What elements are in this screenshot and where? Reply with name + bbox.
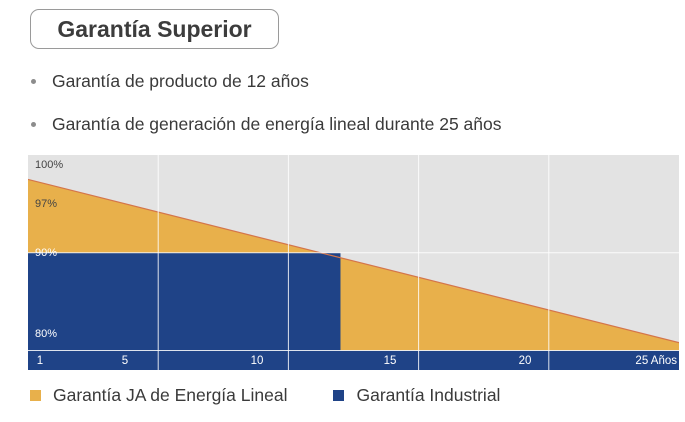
bullet-text: Garantía de producto de 12 años — [52, 71, 309, 91]
legend-swatch-industrial — [333, 390, 345, 401]
legend-label-linear: Garantía JA de Energía Lineal — [53, 385, 288, 405]
x-tick-label: 10 — [251, 355, 264, 367]
legend-label-industrial: Garantía Industrial — [356, 385, 501, 405]
x-tick-label: 15 — [384, 355, 397, 367]
x-tick-label: 25 Años — [635, 355, 677, 367]
y-tick-label: 80% — [35, 328, 57, 340]
bullet-text: Garantía de generación de energía lineal… — [52, 114, 502, 134]
x-tick-label: 5 — [122, 355, 128, 367]
y-tick-label: 90% — [35, 247, 57, 259]
page-title: Garantía Superior — [30, 9, 279, 49]
y-tick-label: 100% — [35, 159, 63, 171]
bullet-item: Garantía de generación de energía lineal… — [30, 109, 502, 139]
bullet-list: Garantía de producto de 12 años Garantía… — [30, 66, 502, 152]
bullet-item: Garantía de producto de 12 años — [30, 66, 502, 96]
legend-swatch-linear — [30, 390, 41, 401]
x-tick-label: 20 — [519, 355, 532, 367]
bullet-dot-icon — [31, 122, 36, 127]
y-tick-label: 97% — [35, 198, 57, 210]
legend-item-linear: Garantía JA de Energía Lineal — [30, 385, 287, 406]
legend-item-industrial: Garantía Industrial — [333, 385, 500, 406]
bullet-dot-icon — [31, 79, 36, 84]
series-area-industrial — [28, 252, 679, 370]
x-tick-label: 1 — [37, 355, 43, 367]
chart-legend: Garantía JA de Energía Lineal Garantía I… — [30, 385, 500, 406]
warranty-chart: 100%97%90%80%1 5 10 15 20 25 Años — [28, 155, 679, 370]
series-line-linear — [28, 178, 679, 344]
